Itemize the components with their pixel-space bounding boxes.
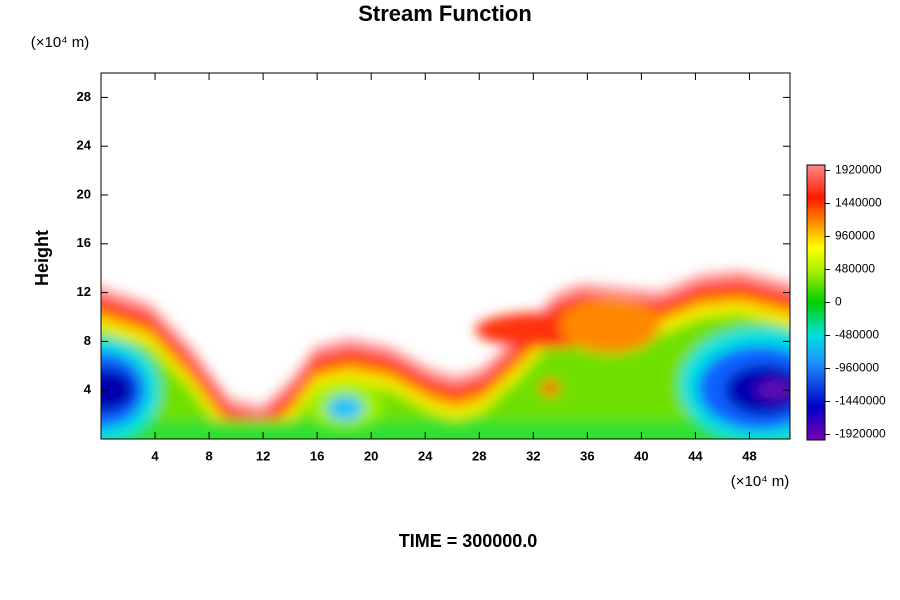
- contour-field: [101, 270, 790, 439]
- colorbar-tick-label: 1440000: [835, 196, 882, 210]
- x-tick-label: 48: [742, 448, 756, 463]
- footer-label: TIME = 300000.0: [399, 531, 538, 551]
- x-tick-label: 24: [418, 448, 433, 463]
- field-band: [101, 420, 790, 439]
- colorbar-tick-label: 0: [835, 295, 842, 309]
- field-blob: [757, 381, 790, 399]
- colorbar: [806, 164, 826, 441]
- x-tick-label: 12: [256, 448, 270, 463]
- field-blob: [101, 368, 135, 412]
- x-tick-label: 40: [634, 448, 648, 463]
- colorbar-tick-label: -480000: [835, 328, 879, 342]
- y-tick-label: 24: [77, 138, 92, 153]
- plot-frame: [100, 72, 791, 440]
- x-tick-label: 8: [205, 448, 212, 463]
- field-blob: [540, 380, 560, 396]
- y-tick-label: 20: [77, 186, 91, 201]
- y-axis-label: Height: [32, 230, 52, 286]
- y-tick-label: 8: [84, 333, 91, 348]
- field-layers: [101, 270, 790, 439]
- y-unit: (×10⁴ m): [31, 34, 90, 51]
- x-tick-label: 36: [580, 448, 594, 463]
- field-blob: [327, 396, 363, 420]
- x-tick-label: 44: [688, 448, 703, 463]
- x-unit: (×10⁴ m): [731, 473, 790, 490]
- y-tick-label: 12: [77, 284, 91, 299]
- y-tick-label: 16: [77, 235, 91, 250]
- x-tick-label: 20: [364, 448, 378, 463]
- x-tick-label: 4: [151, 448, 159, 463]
- colorbar-tick-label: 480000: [835, 262, 875, 276]
- x-tick-label: 32: [526, 448, 540, 463]
- colorbar-tick-label: 1920000: [835, 163, 882, 177]
- y-tick-label: 4: [84, 382, 92, 397]
- chart-title: Stream Function: [358, 1, 532, 26]
- x-tick-label: 16: [310, 448, 324, 463]
- field-blob: [560, 297, 660, 353]
- colorbar-tick-label: -1920000: [835, 427, 886, 441]
- colorbar-tick-label: 960000: [835, 229, 875, 243]
- colorbar-tick-label: -1440000: [835, 394, 886, 408]
- x-tick-label: 28: [472, 448, 486, 463]
- colorbar-tick-label: -960000: [835, 361, 879, 375]
- y-tick-label: 28: [77, 89, 91, 104]
